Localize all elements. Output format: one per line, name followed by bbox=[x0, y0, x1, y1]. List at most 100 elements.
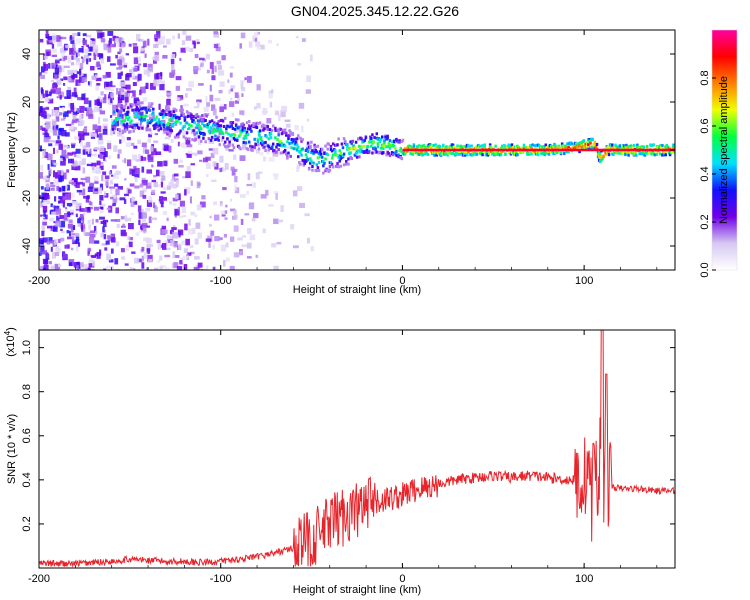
spectrogram-cell bbox=[87, 247, 92, 252]
spectrogram-cell bbox=[39, 172, 44, 179]
spectrogram-ridge-cell bbox=[298, 161, 301, 165]
spectrogram-cell bbox=[156, 30, 161, 38]
spectrogram-cell bbox=[39, 113, 44, 117]
spectrogram-cell bbox=[75, 236, 80, 241]
spectrogram-cell bbox=[90, 132, 97, 137]
spectrogram-cell bbox=[44, 97, 50, 103]
spectrogram-ridge-cell bbox=[625, 143, 628, 147]
spectrogram-ridge-cell bbox=[192, 119, 195, 123]
spectrogram-cell bbox=[206, 102, 210, 107]
spectrogram-cell bbox=[166, 186, 171, 190]
spectrogram-cell bbox=[185, 138, 191, 145]
spectrogram-cell bbox=[48, 261, 52, 265]
spectrogram-cell bbox=[158, 41, 165, 45]
spectrogram-ridge-cell bbox=[276, 128, 279, 132]
spectrogram-cell bbox=[172, 183, 178, 189]
spectrogram-ridge-cell bbox=[213, 127, 216, 131]
spectrogram-ridge-cell bbox=[134, 112, 138, 116]
spectrogram-cell bbox=[72, 200, 78, 206]
spectrogram-ridge-cell bbox=[370, 136, 373, 140]
spectrogram-cell bbox=[268, 92, 273, 99]
spectrogram-ridge-cell bbox=[158, 120, 162, 124]
spectrogram-cell bbox=[82, 167, 86, 174]
y-tick-label: 0.8 bbox=[21, 384, 33, 399]
spectrogram-cell bbox=[295, 35, 299, 39]
spectrogram-cell bbox=[145, 82, 149, 90]
spectrogram-cell bbox=[190, 180, 193, 186]
spectrogram-ridge-cell bbox=[243, 126, 247, 130]
spectrogram-cell bbox=[142, 216, 146, 223]
spectrogram-ridge-cell bbox=[374, 147, 377, 151]
spectrogram-cell bbox=[39, 38, 44, 43]
spectrogram-cell bbox=[213, 32, 220, 38]
spectrogram-cell bbox=[259, 125, 265, 133]
spectrogram-cell bbox=[117, 72, 122, 80]
spectrogram-cell bbox=[91, 162, 97, 167]
spectrogram-ridge-cell bbox=[246, 132, 250, 136]
spectrogram-cell bbox=[173, 178, 179, 182]
spectrogram-cell bbox=[58, 143, 63, 150]
spectrogram-cell bbox=[116, 223, 120, 228]
spectrogram-cell bbox=[82, 145, 87, 153]
spectrogram-cell bbox=[219, 167, 223, 173]
spectrogram-ridge-cell bbox=[207, 122, 211, 126]
spectrogram-cell bbox=[298, 102, 305, 109]
spectrogram-cell bbox=[148, 114, 155, 121]
spectrogram-ridge-cell bbox=[337, 155, 340, 159]
spectrogram-ridge-cell bbox=[199, 131, 203, 135]
spectrogram-ridge-cell bbox=[249, 127, 252, 131]
spectrogram-cell bbox=[133, 108, 136, 115]
spectrogram-ridge-cell bbox=[403, 147, 407, 151]
spectrogram-cell bbox=[111, 237, 116, 243]
spectrogram-cell bbox=[111, 194, 117, 199]
spectrogram-cell bbox=[40, 240, 44, 245]
spectrogram-ridge-cell bbox=[597, 154, 601, 158]
spectrogram-cell bbox=[50, 246, 53, 252]
y-tick-label: 40 bbox=[21, 48, 33, 60]
spectrogram-cell bbox=[205, 53, 211, 60]
spectrogram-ridge-cell bbox=[673, 143, 675, 147]
spectrogram-ridge-cell bbox=[184, 136, 188, 140]
spectrogram-cell bbox=[197, 150, 203, 155]
spectrogram-ridge-cell bbox=[641, 150, 645, 154]
spectrogram-ridge-cell bbox=[222, 124, 226, 128]
spectrogram-ridge-cell bbox=[118, 128, 121, 132]
spectrogram-x-axis-title: Height of straight line (km) bbox=[293, 284, 421, 296]
spectrogram-cell bbox=[55, 115, 60, 122]
colorbar-tick-label: 0.0 bbox=[699, 262, 711, 277]
spectrogram-ridge-cell bbox=[253, 145, 256, 149]
spectrogram-cell bbox=[306, 75, 311, 83]
spectrogram-ridge-cell bbox=[195, 131, 199, 135]
spectrogram-ridge-cell bbox=[463, 153, 467, 157]
spectrogram-cell bbox=[252, 35, 256, 42]
spectrogram-cell bbox=[256, 103, 261, 109]
spectrogram-ridge-cell bbox=[315, 163, 319, 167]
spectrogram-cell bbox=[75, 148, 81, 154]
spectrogram-ridge-cell bbox=[660, 145, 663, 149]
spectrogram-cell bbox=[230, 97, 233, 101]
spectrogram-ridge-cell bbox=[155, 115, 158, 119]
spectrogram-cell bbox=[246, 183, 253, 187]
spectrogram-cell bbox=[54, 73, 58, 80]
spectrogram-cell bbox=[107, 236, 113, 242]
colorbar-strip bbox=[712, 30, 737, 270]
spectrogram-cell bbox=[96, 61, 100, 67]
spectrogram-cell bbox=[193, 66, 199, 72]
colorbar-ticks: 0.00.20.40.60.8 bbox=[699, 70, 716, 278]
spectrogram-ridge-cell bbox=[194, 115, 198, 119]
spectrogram-ridge-cell bbox=[188, 137, 191, 141]
spectrogram-ridge-cell bbox=[246, 127, 250, 131]
spectrogram-ridge-cell bbox=[458, 149, 461, 153]
spectrogram-cell bbox=[40, 87, 44, 93]
spectrogram-cell bbox=[230, 166, 235, 171]
spectrogram-ridge-cell bbox=[299, 162, 302, 166]
spectrogram-cell bbox=[51, 211, 57, 216]
spectrogram-cell bbox=[139, 183, 144, 188]
spectrogram-cell bbox=[183, 103, 189, 107]
spectrogram-cell bbox=[189, 196, 192, 204]
spectrogram-ridge-cell bbox=[330, 156, 334, 160]
spectrogram-cell bbox=[139, 86, 146, 94]
spectrogram-ridge-cell bbox=[286, 156, 289, 160]
spectrogram-ridge-cell bbox=[271, 124, 275, 128]
spectrogram-cell bbox=[59, 197, 66, 204]
